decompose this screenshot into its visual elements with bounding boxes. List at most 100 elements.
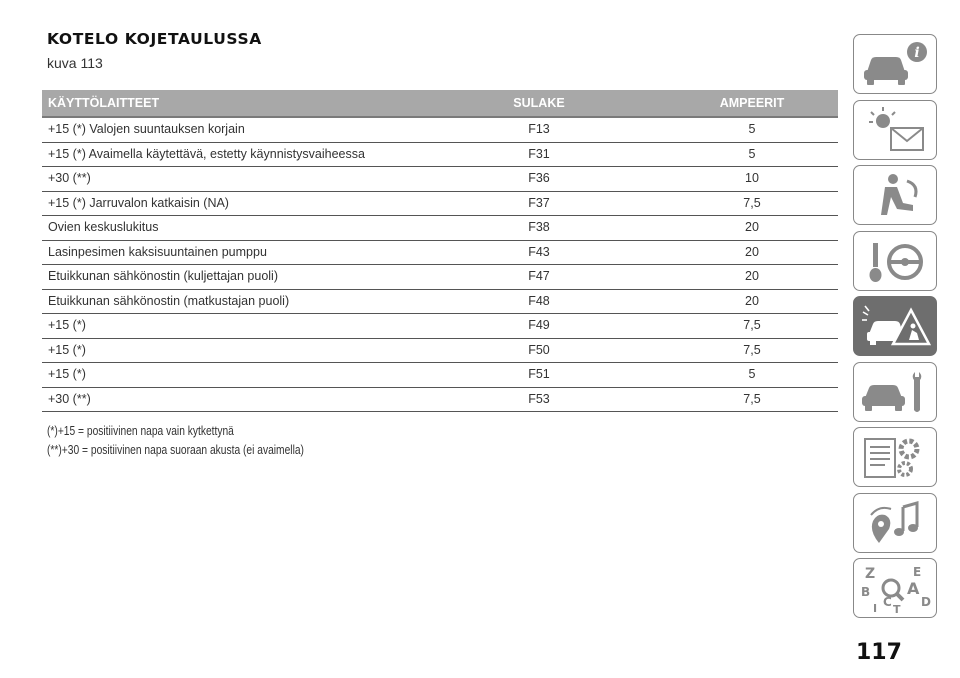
column-gap (412, 118, 438, 143)
cell-device: Etuikkunan sähkönostin (matkustajan puol… (42, 290, 412, 314)
column-gap (640, 290, 666, 314)
index-letter: B (861, 585, 870, 599)
cell-fuse: F31 (438, 143, 640, 167)
index-letter: T (893, 603, 901, 614)
cell-fuse: F37 (438, 192, 640, 216)
cell-device: +15 (*) Avaimella käytettävä, estetty kä… (42, 143, 412, 167)
cell-ampere: 7,5 (666, 314, 838, 339)
page-title: KOTELO KOJETAULUSSA (47, 30, 262, 48)
seat-airbag-icon (881, 174, 918, 215)
alphabetical-index-icon: Z E A B C D T I (861, 565, 931, 614)
cell-fuse: F48 (438, 290, 640, 314)
tab-maintenance[interactable] (853, 361, 937, 422)
table-row: Etuikkunan sähkönostin (kuljettajan puol… (42, 265, 838, 290)
cell-ampere: 5 (666, 363, 838, 388)
cell-device: +15 (*) Valojen suuntauksen korjain (42, 118, 412, 143)
column-gap (412, 167, 438, 192)
cell-fuse: F38 (438, 216, 640, 241)
cell-ampere: 20 (666, 216, 838, 241)
cell-fuse: F13 (438, 118, 640, 143)
warning-lights-icon (869, 106, 924, 151)
table-row: +15 (*) Valojen suuntauksen korjain F13 5 (42, 118, 838, 143)
tab-warning-lights[interactable] (853, 99, 937, 160)
cell-device: +30 (**) (42, 167, 412, 192)
tab-car-info[interactable]: i (853, 34, 937, 94)
column-gap (640, 363, 666, 388)
column-gap (412, 388, 438, 412)
key-steering-wheel-icon (869, 242, 923, 282)
index-letter: D (921, 595, 931, 609)
column-gap (412, 216, 438, 241)
table-header-row: KÄYTTÖLAITTEET SULAKE AMPEERIT (42, 90, 838, 118)
chapter-sidebar: i (853, 34, 937, 624)
cell-fuse: F47 (438, 265, 640, 290)
column-gap (412, 314, 438, 339)
table-row: +15 (*) Jarruvalon katkaisin (NA) F37 7,5 (42, 192, 838, 216)
cell-fuse: F49 (438, 314, 640, 339)
column-header-ampere: AMPEERIT (666, 90, 838, 118)
specs-gear-icon (864, 438, 920, 478)
column-gap (412, 290, 438, 314)
tab-multimedia[interactable] (853, 492, 937, 553)
cell-ampere: 7,5 (666, 192, 838, 216)
column-gap (412, 339, 438, 363)
table-row: +15 (*) F49 7,5 (42, 314, 838, 339)
table-row: Etuikkunan sähkönostin (matkustajan puol… (42, 290, 838, 314)
cell-fuse: F36 (438, 167, 640, 192)
column-gap (412, 241, 438, 265)
fuse-table: KÄYTTÖLAITTEET SULAKE AMPEERIT +15 (*) V… (42, 90, 838, 412)
multimedia-icon (870, 500, 919, 543)
car-info-icon: i (864, 42, 927, 85)
tab-index[interactable]: Z E A B C D T I (853, 558, 937, 618)
column-header-device: KÄYTTÖLAITTEET (42, 90, 412, 118)
cell-device: Lasinpesimen kaksisuuntainen pumppu (42, 241, 412, 265)
column-gap (412, 265, 438, 290)
table-row: +15 (*) F51 5 (42, 363, 838, 388)
column-gap (640, 216, 666, 241)
tab-technical-data[interactable] (853, 427, 937, 487)
column-gap (640, 265, 666, 290)
cell-ampere: 20 (666, 241, 838, 265)
cell-fuse: F43 (438, 241, 640, 265)
cell-device: +15 (*) (42, 339, 412, 363)
footnotes: (*)+15 = positiivinen napa vain kytketty… (47, 422, 360, 460)
index-letter: A (907, 579, 920, 598)
cell-ampere: 7,5 (666, 339, 838, 363)
index-letter: Z (865, 566, 875, 582)
tab-emergency[interactable] (853, 296, 937, 356)
cell-ampere: 10 (666, 167, 838, 192)
column-gap (412, 192, 438, 216)
car-wrench-icon (862, 371, 922, 412)
cell-device: Ovien keskuslukitus (42, 216, 412, 241)
column-gap (412, 143, 438, 167)
column-gap (412, 363, 438, 388)
footnote: (**)+30 = positiivinen napa suoraan akus… (47, 443, 304, 457)
page-number: 117 (856, 640, 902, 665)
car-breakdown-icon (862, 305, 932, 346)
table-row: Lasinpesimen kaksisuuntainen pumppu F43 20 (42, 241, 838, 265)
svg-text:i: i (914, 45, 919, 61)
cell-fuse: F53 (438, 388, 640, 412)
table-row: +30 (**) F53 7,5 (42, 388, 838, 412)
column-gap (640, 241, 666, 265)
table-row: +30 (**) F36 10 (42, 167, 838, 192)
column-gap (640, 339, 666, 363)
cell-fuse: F51 (438, 363, 640, 388)
column-gap (412, 90, 438, 118)
table-row: Ovien keskuslukitus F38 20 (42, 216, 838, 241)
cell-ampere: 5 (666, 143, 838, 167)
cell-ampere: 5 (666, 118, 838, 143)
cell-device: +15 (*) (42, 314, 412, 339)
column-gap (640, 143, 666, 167)
cell-ampere: 7,5 (666, 388, 838, 412)
column-gap (640, 388, 666, 412)
index-letter: E (913, 565, 921, 579)
column-gap (640, 90, 666, 118)
tab-safety[interactable] (853, 165, 937, 225)
cell-device: +15 (*) Jarruvalon katkaisin (NA) (42, 192, 412, 216)
cell-ampere: 20 (666, 265, 838, 290)
figure-reference: kuva 113 (47, 55, 103, 71)
tab-starting-driving[interactable] (853, 230, 937, 291)
cell-device: +15 (*) (42, 363, 412, 388)
index-letter: I (873, 602, 877, 614)
